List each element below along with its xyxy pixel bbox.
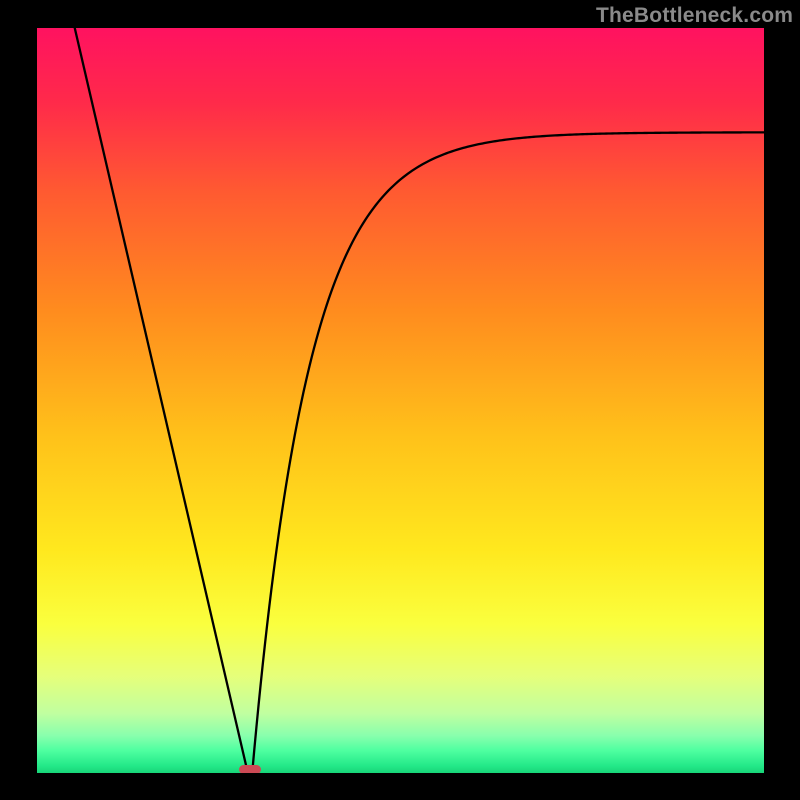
chart-container: TheBottleneck.com	[0, 0, 800, 800]
curve-right-branch	[252, 132, 764, 773]
curve-left-branch	[73, 28, 247, 773]
plot-svg	[37, 28, 764, 773]
min-marker	[239, 765, 261, 773]
watermark-text: TheBottleneck.com	[596, 4, 793, 28]
